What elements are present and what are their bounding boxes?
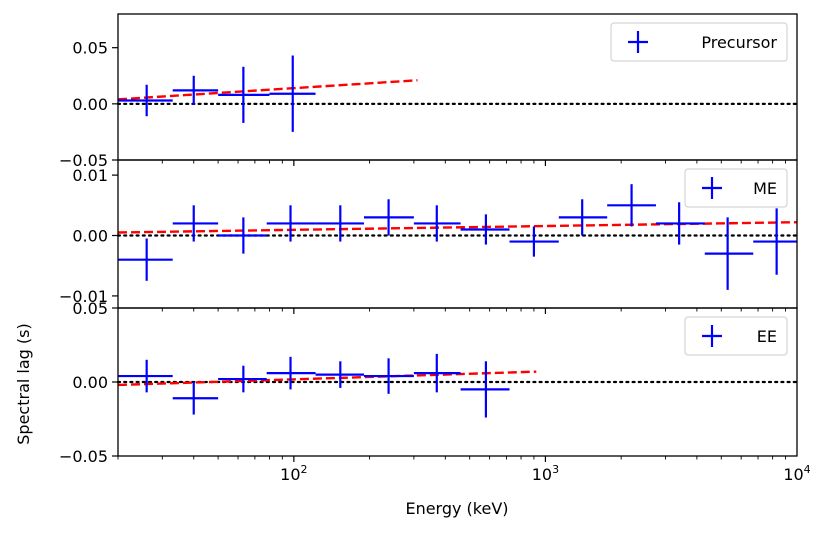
data-point bbox=[315, 361, 364, 388]
data-point bbox=[218, 365, 267, 393]
data-point bbox=[363, 199, 414, 236]
data-point bbox=[460, 361, 510, 418]
legend-ee: EE bbox=[684, 316, 788, 356]
data-point bbox=[558, 199, 608, 236]
data-point bbox=[509, 226, 559, 257]
x-tick-label: 103 bbox=[532, 463, 559, 484]
y-tick-label: −0.05 bbox=[59, 151, 108, 170]
legend-precursor: Precursor bbox=[610, 22, 788, 62]
legend-label: EE bbox=[757, 327, 777, 346]
legend-me: ME bbox=[684, 168, 788, 208]
legend-box bbox=[684, 168, 788, 208]
data-point bbox=[172, 382, 219, 415]
fit-line bbox=[117, 79, 418, 101]
data-point bbox=[118, 238, 173, 281]
data-point bbox=[363, 358, 414, 394]
legend-label: Precursor bbox=[701, 33, 777, 52]
data-point bbox=[118, 84, 173, 117]
fit-line bbox=[117, 370, 537, 387]
y-tick-label: −0.01 bbox=[59, 287, 108, 306]
data-point bbox=[218, 66, 270, 123]
data-point bbox=[172, 75, 219, 105]
panel-precursor: −0.05 0.00 0.05 Precursor bbox=[59, 13, 799, 170]
data-point bbox=[266, 356, 316, 390]
y-tick-label: 0.00 bbox=[72, 95, 108, 114]
data-point bbox=[460, 214, 510, 245]
data-point bbox=[655, 202, 705, 245]
legend-label: ME bbox=[753, 179, 777, 198]
y-tick-label: 0.00 bbox=[72, 373, 108, 392]
y-tick-label: −0.05 bbox=[59, 447, 108, 466]
data-point bbox=[269, 55, 316, 132]
x-tick-label: 104 bbox=[783, 463, 810, 484]
data-point bbox=[218, 217, 267, 254]
y-tick-label: 0.00 bbox=[72, 227, 108, 246]
data-point bbox=[413, 353, 461, 393]
y-tick-label: 0.05 bbox=[72, 39, 108, 58]
legend-box bbox=[684, 316, 788, 356]
data-point bbox=[413, 205, 461, 242]
panel-ee: −0.05 0.00 0.05 EE bbox=[59, 299, 799, 466]
x-tick-label: 102 bbox=[280, 463, 307, 484]
y-axis-label: Spectral lag (s) bbox=[14, 323, 33, 444]
x-axis-label: Energy (keV) bbox=[405, 499, 508, 518]
panel-me: −0.01 0.00 0.01 ME bbox=[59, 159, 799, 314]
legend-box bbox=[610, 22, 788, 62]
y-tick-label: 0.05 bbox=[72, 299, 108, 318]
data-point bbox=[118, 359, 173, 393]
y-tick-label: 0.01 bbox=[72, 166, 108, 185]
data-point bbox=[315, 205, 364, 242]
data-point bbox=[266, 205, 316, 242]
data-point bbox=[704, 217, 754, 290]
data-point bbox=[172, 205, 219, 242]
data-point bbox=[753, 208, 797, 275]
axes-frame bbox=[117, 307, 798, 457]
data-point bbox=[607, 184, 656, 227]
